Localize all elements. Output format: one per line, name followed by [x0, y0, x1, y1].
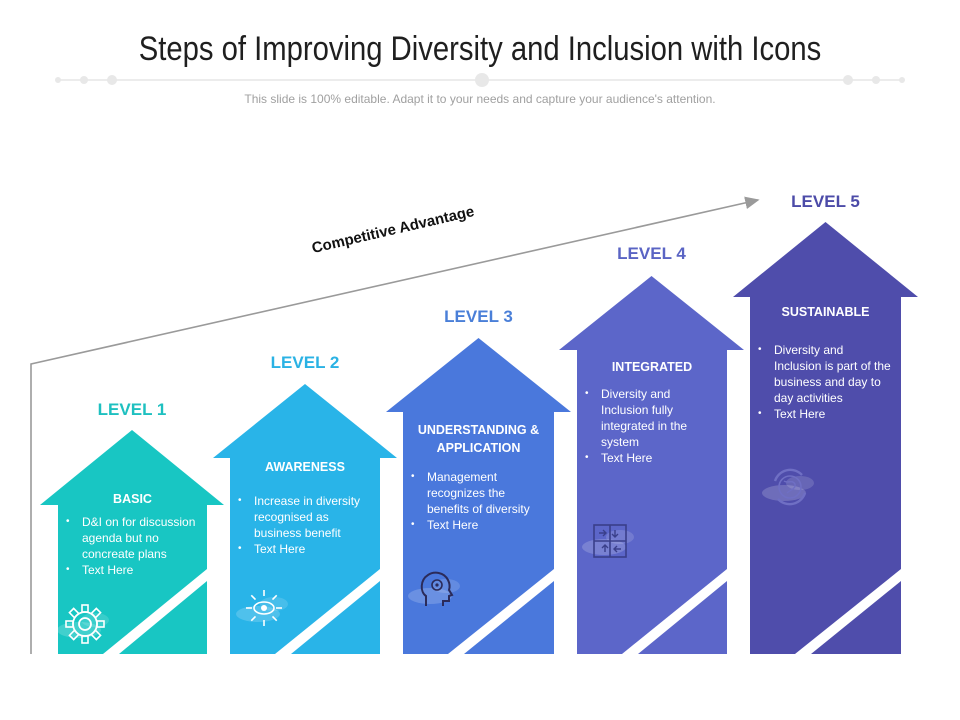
level-5-heading: SUSTAINABLE	[781, 305, 870, 319]
level-1-bullet-1: D&I on for discussion agenda but no conc…	[64, 514, 199, 562]
level-1-label: LEVEL 1	[97, 400, 167, 419]
level-1-bullets: D&I on for discussion agenda but no conc…	[64, 514, 199, 578]
level-2-bullet-2: Text Here	[236, 541, 372, 557]
level-3-bullets: Management recognizes the benefits of di…	[409, 469, 546, 533]
level-2-label: LEVEL 2	[270, 353, 340, 372]
level-4-bullet-1: Diversity and Inclusion fully integrated…	[583, 386, 719, 450]
level-5-bullets: Diversity and Inclusion is part of the b…	[756, 342, 893, 422]
level-4-heading: INTEGRATED	[611, 360, 693, 374]
level-5-bullet-1: Diversity and Inclusion is part of the b…	[756, 342, 893, 406]
level-4-bullet-2: Text Here	[583, 450, 719, 466]
head-brain-icon	[408, 571, 460, 606]
slide-subtitle: This slide is 100% editable. Adapt it to…	[244, 92, 716, 106]
puzzle-arrows-icon	[582, 524, 634, 558]
level-3-bullet-1: Management recognizes the benefits of di…	[409, 469, 546, 517]
level-5-bullet-2: Text Here	[756, 406, 893, 422]
globe-cycle-icon	[762, 468, 814, 506]
level-1-heading: BASIC	[113, 492, 152, 506]
level-2-heading: AWARENESS	[265, 460, 345, 474]
title-divider	[55, 73, 905, 87]
gear-icon	[57, 604, 109, 644]
level-3-label: LEVEL 3	[444, 307, 513, 326]
level-3-bullet-2: Text Here	[409, 517, 546, 533]
level-4-bullets: Diversity and Inclusion fully integrated…	[583, 386, 719, 466]
level-1-bullet-2: Text Here	[64, 562, 199, 578]
level-2-bullets: Increase in diversity recognised as busi…	[236, 493, 372, 557]
slide-title: Steps of Improving Diversity and Inclusi…	[138, 30, 822, 68]
eye-sun-icon	[236, 590, 288, 626]
level-5-arrow	[733, 222, 918, 654]
level-3-heading: UNDERSTANDING & APPLICATION	[417, 423, 540, 455]
level-4-label: LEVEL 4	[617, 244, 686, 263]
level-2-bullet-1: Increase in diversity recognised as busi…	[236, 493, 372, 541]
level-5-label: LEVEL 5	[791, 192, 860, 211]
